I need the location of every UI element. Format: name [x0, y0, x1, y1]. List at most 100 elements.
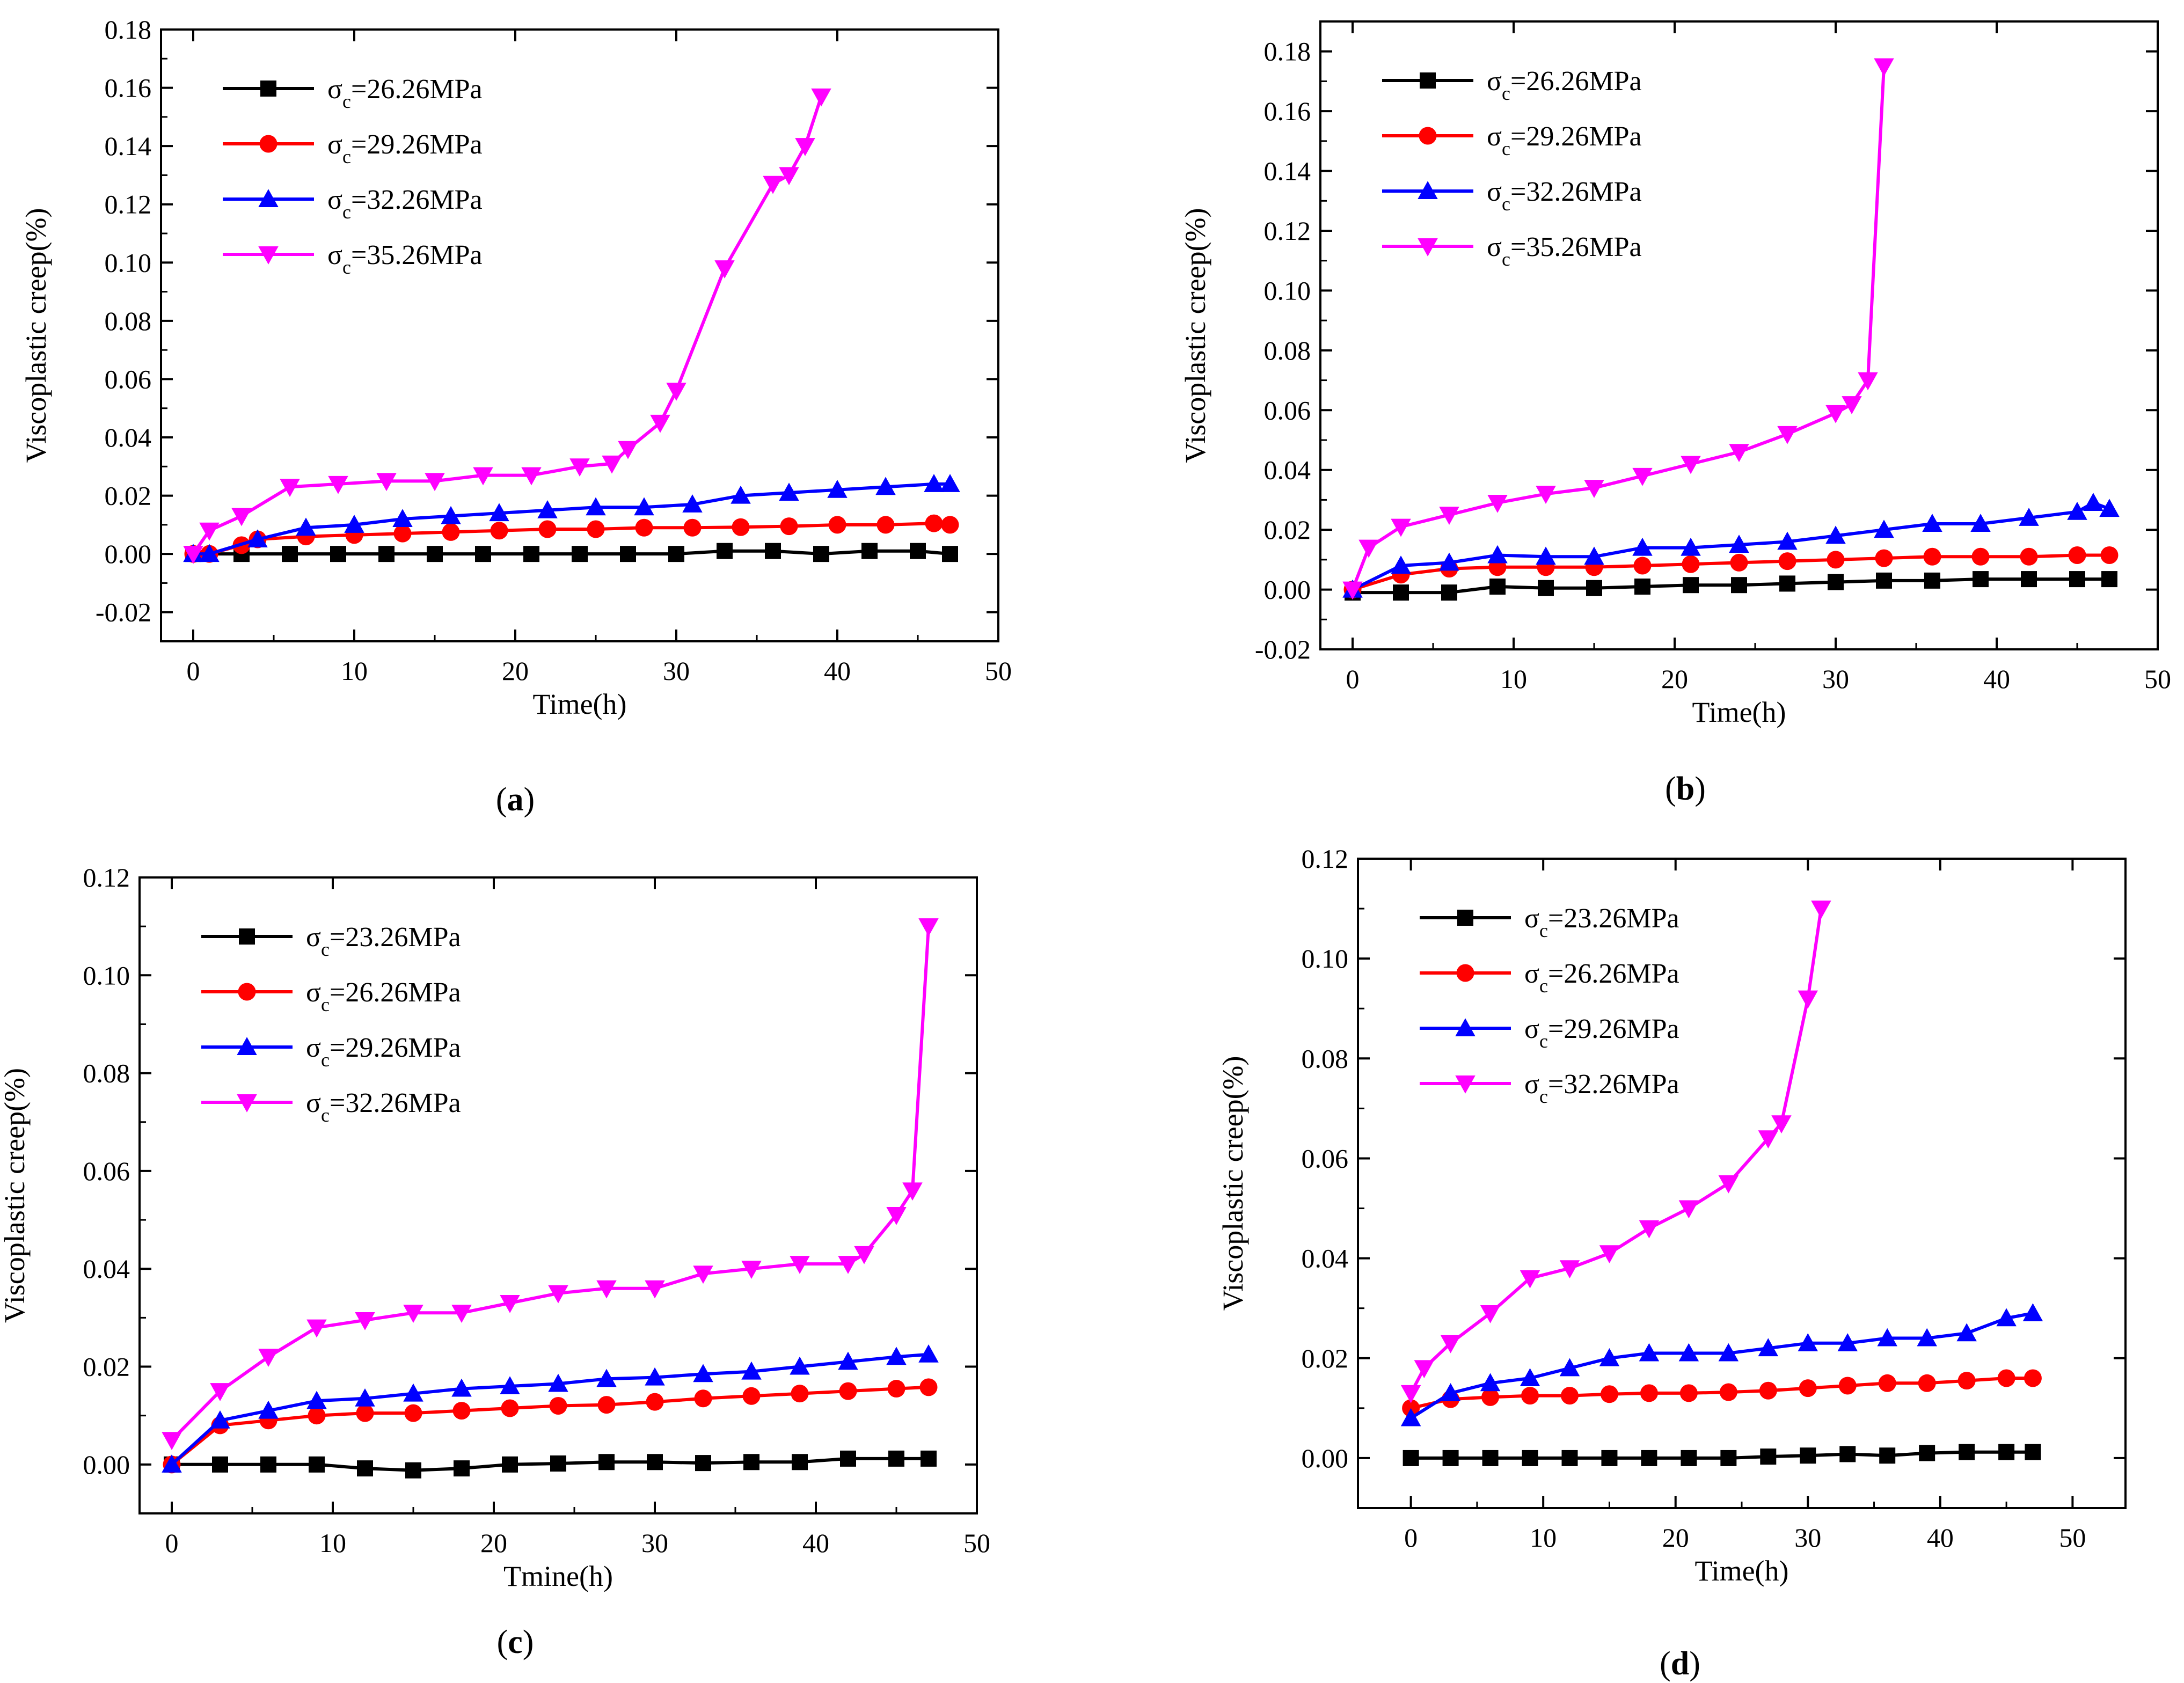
data-point: [618, 441, 638, 459]
legend-symbol: σ: [327, 185, 342, 215]
data-point: [548, 1373, 568, 1392]
data-point: [1521, 1387, 1539, 1405]
y-tick-label: 0.14: [1264, 156, 1311, 186]
data-point: [490, 522, 508, 540]
data-point: [1718, 1343, 1739, 1362]
data-point: [1917, 1328, 1937, 1347]
legend-subscript: c: [342, 91, 351, 112]
data-point: [1640, 1384, 1658, 1402]
data-point: [500, 1295, 520, 1313]
y-tick-label: 0.04: [1302, 1243, 1349, 1274]
data-point: [1538, 580, 1554, 596]
data-point: [548, 1285, 568, 1304]
legend-entry-label: σc=32.26MPa: [1487, 177, 1642, 215]
data-point: [393, 524, 412, 543]
chart-panel-c: 0 10 20 30 40 50 0.00 0.02 0.04 0.06 0.08 0.10 0.12 T…: [0, 862, 990, 1660]
data-point: [1678, 1200, 1699, 1219]
data-point: [1681, 1450, 1697, 1466]
y-tick-label: 0.00: [83, 1450, 130, 1480]
legend-entry-label: σc=26.26MPa: [1487, 66, 1642, 104]
y-tick-label: 0.10: [105, 247, 152, 277]
data-point: [1997, 1369, 2015, 1387]
data-point: [693, 1364, 713, 1382]
data-point: [404, 1404, 422, 1422]
legend-value: =35.26MPa: [351, 240, 483, 270]
data-point: [1414, 1360, 1435, 1379]
data-point: [2020, 547, 2038, 566]
data-point: [199, 544, 220, 562]
legend-entry-label: σc=35.26MPa: [327, 240, 483, 278]
data-point: [763, 175, 783, 194]
legend-entry-label: σc=32.26MPa: [306, 1088, 461, 1126]
data-point: [1487, 495, 1508, 513]
legend-entry-label: σc=26.26MPa: [1524, 958, 1679, 997]
y-tick-label: 0.12: [1264, 216, 1311, 246]
data-point: [1520, 1270, 1540, 1289]
data-point: [1970, 514, 1991, 532]
data-point: [212, 1456, 228, 1473]
data-point: [247, 529, 268, 547]
legend-subscript: c: [1539, 920, 1548, 941]
data-point: [1480, 1373, 1501, 1392]
data-point: [1480, 1305, 1501, 1323]
x-tick-label: 20: [502, 656, 529, 686]
y-axis-label: Viscoplastic creep(%): [1179, 208, 1211, 463]
data-point: [596, 1280, 617, 1299]
data-point: [791, 1385, 809, 1403]
y-tick-label: 0.12: [83, 862, 130, 892]
y-axis-label: Viscoplastic creep(%): [20, 208, 52, 463]
series-1: [164, 1450, 937, 1479]
data-point: [1837, 1333, 1858, 1351]
data-point: [1877, 1328, 1897, 1347]
legend-marker: [1418, 238, 1438, 257]
legend-symbol: σ: [327, 74, 342, 105]
data-point: [258, 1400, 279, 1419]
data-point: [924, 474, 944, 492]
panel-label-letter: a: [507, 781, 524, 818]
legend-subscript: c: [1539, 975, 1548, 997]
data-point: [355, 1312, 375, 1330]
legend-value: =32.26MPa: [351, 185, 483, 215]
data-point: [1601, 1450, 1618, 1466]
data-point: [1481, 1388, 1500, 1406]
legend-entry-label: σc=29.26MPa: [1487, 121, 1642, 159]
data-point: [902, 1182, 923, 1201]
data-point: [1639, 1220, 1660, 1239]
data-point: [1778, 552, 1796, 570]
data-point: [210, 1410, 230, 1429]
data-point: [501, 1399, 519, 1417]
data-point: [162, 1454, 182, 1473]
data-point: [183, 546, 203, 564]
data-point: [427, 546, 443, 562]
y-tick-label: 0.16: [105, 73, 152, 103]
legend-marker: [1457, 910, 1473, 926]
x-tick-label: 50: [2059, 1523, 2086, 1553]
legend: σc=26.26MPaσc=29.26MPaσc=32.26MPaσc=35.2…: [223, 74, 483, 278]
data-point: [792, 1454, 808, 1470]
data-point: [330, 546, 346, 562]
panel-label-letter: b: [1676, 771, 1694, 807]
data-point: [732, 518, 750, 536]
data-point: [666, 383, 686, 401]
y-tick-label: 0.08: [1302, 1043, 1349, 1073]
data-point: [731, 485, 751, 504]
data-point: [1678, 1343, 1699, 1362]
data-point: [1559, 1260, 1580, 1278]
panel-label-close: ): [1689, 1645, 1700, 1682]
legend-symbol: σ: [1524, 1014, 1539, 1044]
data-point: [1874, 58, 1894, 77]
data-point: [199, 522, 220, 541]
data-point: [1641, 1450, 1657, 1466]
data-point: [1956, 1323, 1977, 1342]
plot-frame: [1319, 20, 2159, 650]
data-point: [1536, 486, 1556, 504]
data-point: [1959, 1444, 1975, 1460]
data-point: [442, 523, 460, 541]
x-tick-label: 50: [2144, 664, 2171, 694]
y-tick-label: 0.02: [105, 481, 152, 511]
data-point: [840, 1450, 856, 1467]
data-point: [1632, 537, 1653, 556]
data-point: [645, 1367, 665, 1386]
data-point: [887, 1380, 905, 1398]
data-point: [1482, 1450, 1499, 1466]
